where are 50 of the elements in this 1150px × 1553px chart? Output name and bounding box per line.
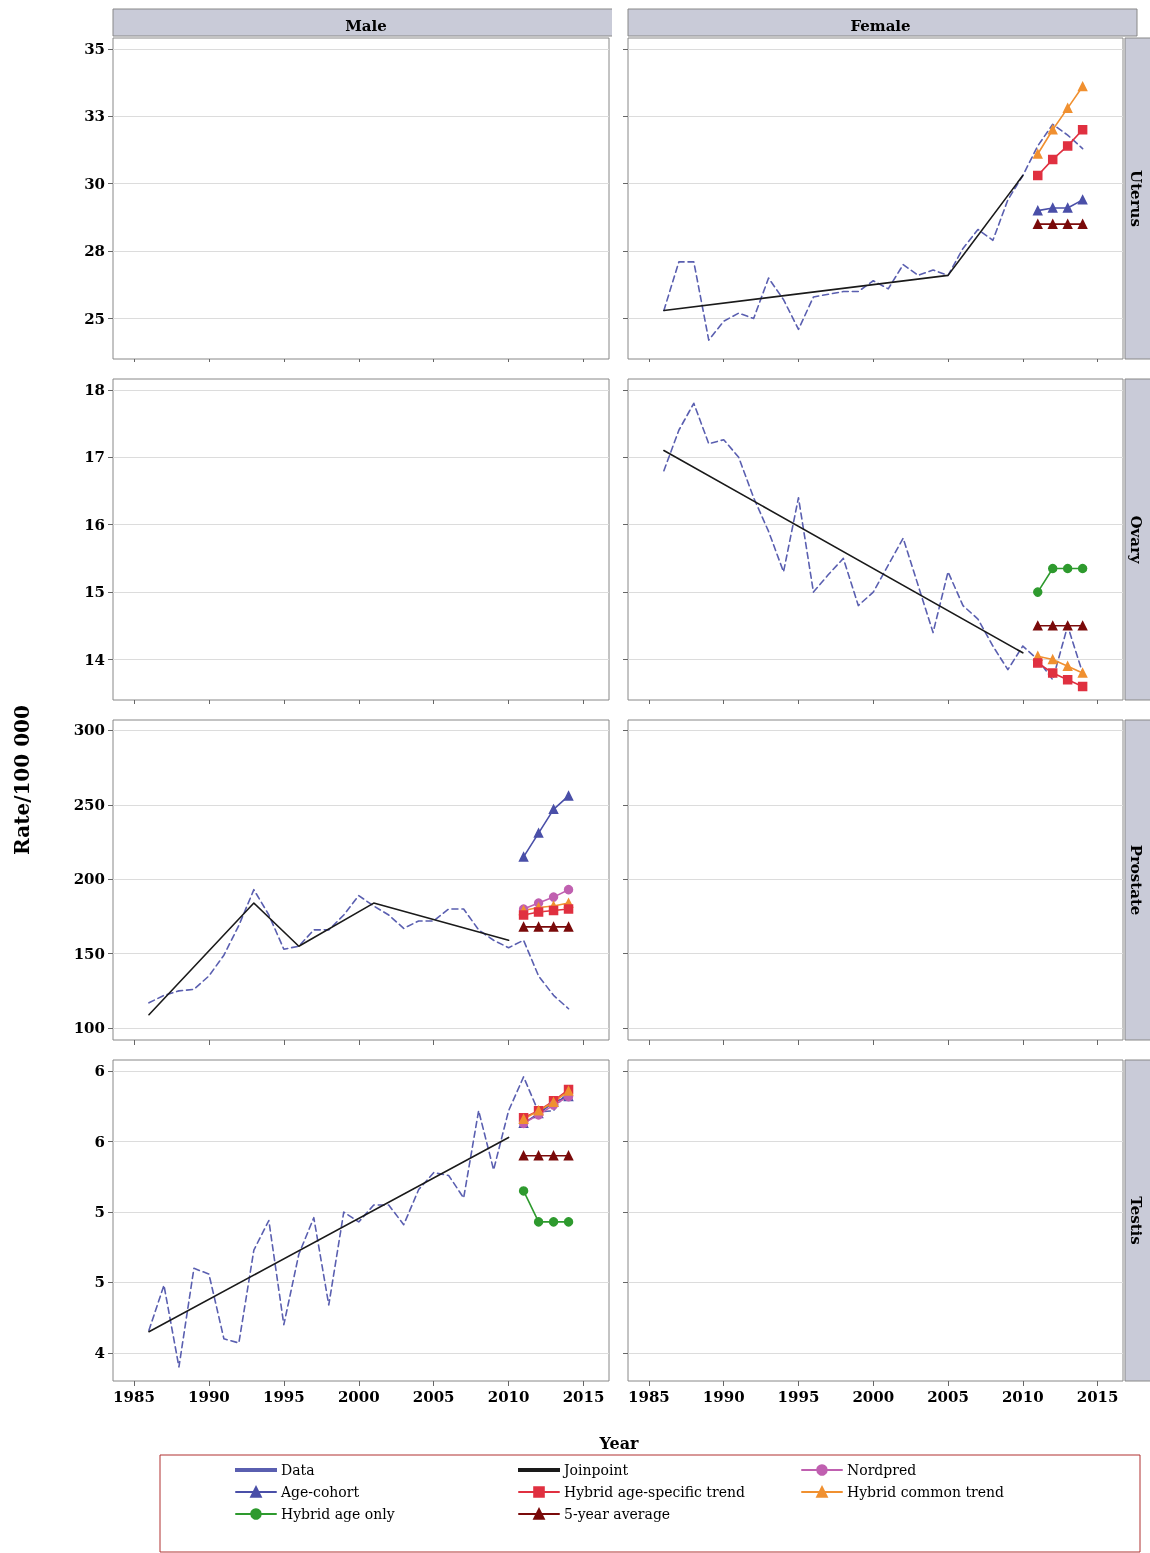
y-tick-label: 5: [94, 1273, 105, 1292]
chart-title: Female: [850, 16, 911, 35]
y-tick-label: 6: [94, 1062, 105, 1081]
y-tick-label: 300: [73, 721, 105, 740]
legend-label: Joinpoint: [562, 1462, 629, 1478]
y-tick-label: 25: [84, 309, 105, 328]
y-tick-label: 100: [73, 1019, 105, 1038]
y-tick-label: 250: [73, 795, 105, 814]
legend-label: Hybrid age only: [281, 1506, 395, 1522]
x-axis-title: Year: [598, 1433, 640, 1453]
legend-label: Hybrid common trend: [847, 1484, 1004, 1500]
legend-label: Nordpred: [847, 1462, 917, 1478]
x-tick-label: 2000: [852, 1387, 895, 1406]
y-axis-title: Rate/100 000: [10, 705, 34, 855]
y-tick-label: 150: [73, 944, 105, 963]
x-tick-label: 1995: [777, 1387, 820, 1406]
legend-label: 5-year average: [564, 1506, 671, 1522]
y-tick-label: 5: [94, 1203, 105, 1222]
y-tick-label: 14: [84, 650, 105, 669]
legend-label: Hybrid age-specific trend: [564, 1484, 745, 1500]
y-tick-label: 16: [84, 515, 105, 534]
y-tick-label: 6: [94, 1132, 105, 1151]
y-tick-label: 200: [73, 870, 105, 889]
text: Ovary: [1127, 515, 1145, 565]
x-tick-label: 2000: [337, 1387, 380, 1406]
y-tick-label: 4: [94, 1343, 105, 1362]
y-tick-label: 15: [84, 583, 105, 602]
legend-label: Age-cohort: [280, 1484, 360, 1500]
x-tick-label: 1990: [702, 1387, 745, 1406]
x-tick-label: 1985: [113, 1387, 155, 1406]
y-tick-label: 28: [84, 242, 105, 261]
x-tick-label: 2010: [1001, 1387, 1044, 1406]
y-tick-label: 35: [84, 39, 105, 58]
chart-title: Male: [345, 16, 387, 35]
y-tick-label: 17: [84, 448, 105, 467]
y-tick-label: 30: [84, 174, 105, 193]
x-tick-label: 2015: [1076, 1387, 1119, 1406]
x-tick-label: 2005: [412, 1387, 455, 1406]
text: Prostate: [1127, 844, 1145, 916]
x-tick-label: 1990: [188, 1387, 230, 1406]
x-tick-label: 1985: [628, 1387, 670, 1406]
text: Testis: [1127, 1196, 1145, 1245]
y-tick-label: 18: [84, 380, 105, 399]
x-tick-label: 2010: [487, 1387, 530, 1406]
x-tick-label: 1995: [262, 1387, 305, 1406]
x-tick-label: 2005: [927, 1387, 969, 1406]
legend-label: Data: [281, 1462, 315, 1478]
y-tick-label: 33: [84, 107, 105, 126]
text: Uterus: [1127, 170, 1145, 227]
x-tick-label: 2015: [562, 1387, 605, 1406]
